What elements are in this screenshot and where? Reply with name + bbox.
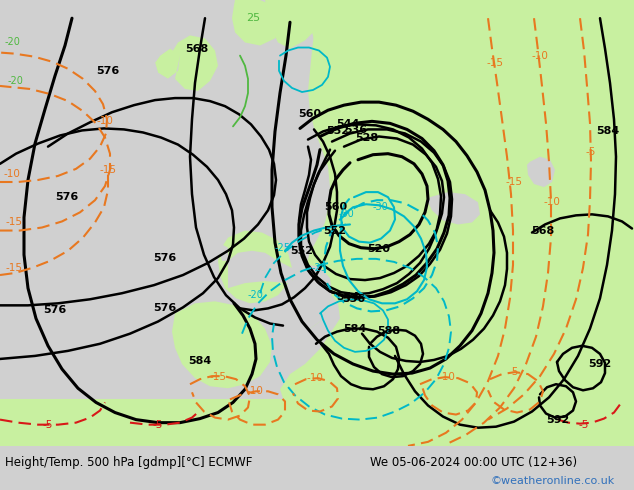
Text: 552: 552 [323, 225, 347, 236]
Text: -5: -5 [153, 419, 163, 430]
Text: -10: -10 [543, 197, 560, 207]
Text: -10: -10 [247, 386, 264, 396]
Text: 536: 536 [344, 125, 368, 135]
Text: -15: -15 [486, 58, 503, 68]
Text: -15: -15 [6, 263, 22, 273]
Text: -30: -30 [372, 202, 388, 212]
Text: -15: -15 [100, 165, 117, 175]
Polygon shape [230, 69, 278, 116]
Text: 528: 528 [356, 132, 378, 143]
Polygon shape [0, 0, 180, 389]
Text: 576: 576 [153, 303, 177, 314]
Text: 568: 568 [531, 225, 555, 236]
Text: 576: 576 [96, 66, 120, 76]
Text: 576: 576 [55, 192, 79, 202]
Text: 536: 536 [342, 294, 366, 304]
Text: -5: -5 [509, 367, 519, 377]
Text: Height/Temp. 500 hPa [gdmp][°C] ECMWF: Height/Temp. 500 hPa [gdmp][°C] ECMWF [5, 456, 252, 469]
Text: 576: 576 [43, 305, 67, 316]
Text: ©weatheronline.co.uk: ©weatheronline.co.uk [490, 476, 614, 486]
Text: We 05-06-2024 00:00 UTC (12+36): We 05-06-2024 00:00 UTC (12+36) [370, 456, 577, 469]
Polygon shape [170, 35, 218, 91]
Text: -25: -25 [275, 243, 291, 253]
Polygon shape [265, 0, 320, 49]
Text: 25: 25 [246, 13, 260, 23]
Text: -15: -15 [209, 372, 226, 382]
Text: 552: 552 [290, 246, 313, 256]
Polygon shape [218, 230, 292, 303]
Text: -5: -5 [43, 419, 53, 430]
Polygon shape [292, 265, 332, 329]
Text: 592: 592 [547, 415, 569, 425]
Polygon shape [280, 0, 634, 446]
Polygon shape [314, 50, 352, 91]
Text: -10: -10 [531, 50, 548, 61]
Polygon shape [155, 49, 180, 79]
Text: -10: -10 [439, 372, 455, 382]
Polygon shape [527, 157, 555, 187]
Polygon shape [168, 238, 228, 261]
Text: -20: -20 [4, 37, 20, 48]
Text: 592: 592 [588, 359, 612, 369]
Text: 544: 544 [336, 292, 359, 302]
Polygon shape [0, 0, 90, 35]
Text: 584: 584 [344, 323, 366, 334]
Text: -10: -10 [96, 116, 113, 126]
Polygon shape [428, 192, 480, 224]
Polygon shape [308, 0, 390, 66]
Text: -20: -20 [247, 290, 263, 300]
Text: 560: 560 [299, 109, 321, 119]
Text: 520: 520 [368, 244, 391, 254]
Text: -5: -5 [579, 419, 589, 430]
Text: 544: 544 [336, 120, 359, 129]
Text: 588: 588 [377, 326, 401, 336]
Polygon shape [172, 301, 272, 388]
Polygon shape [232, 0, 285, 46]
Text: 552: 552 [327, 126, 349, 136]
Polygon shape [0, 0, 60, 50]
Text: -25: -25 [312, 263, 328, 273]
Text: -15: -15 [505, 177, 522, 187]
Text: 584: 584 [597, 126, 619, 136]
Text: -10: -10 [307, 373, 323, 383]
Polygon shape [228, 251, 332, 329]
Text: 568: 568 [185, 44, 209, 53]
Text: 560: 560 [325, 202, 347, 212]
Text: 584: 584 [188, 356, 212, 366]
Polygon shape [350, 235, 398, 283]
Text: -15: -15 [6, 218, 22, 227]
Polygon shape [0, 49, 35, 76]
Text: 576: 576 [153, 253, 177, 263]
Text: -5: -5 [586, 147, 596, 157]
Text: -30: -30 [338, 209, 354, 220]
Polygon shape [0, 399, 634, 446]
Text: -20: -20 [7, 76, 23, 86]
Text: -10: -10 [4, 169, 20, 179]
